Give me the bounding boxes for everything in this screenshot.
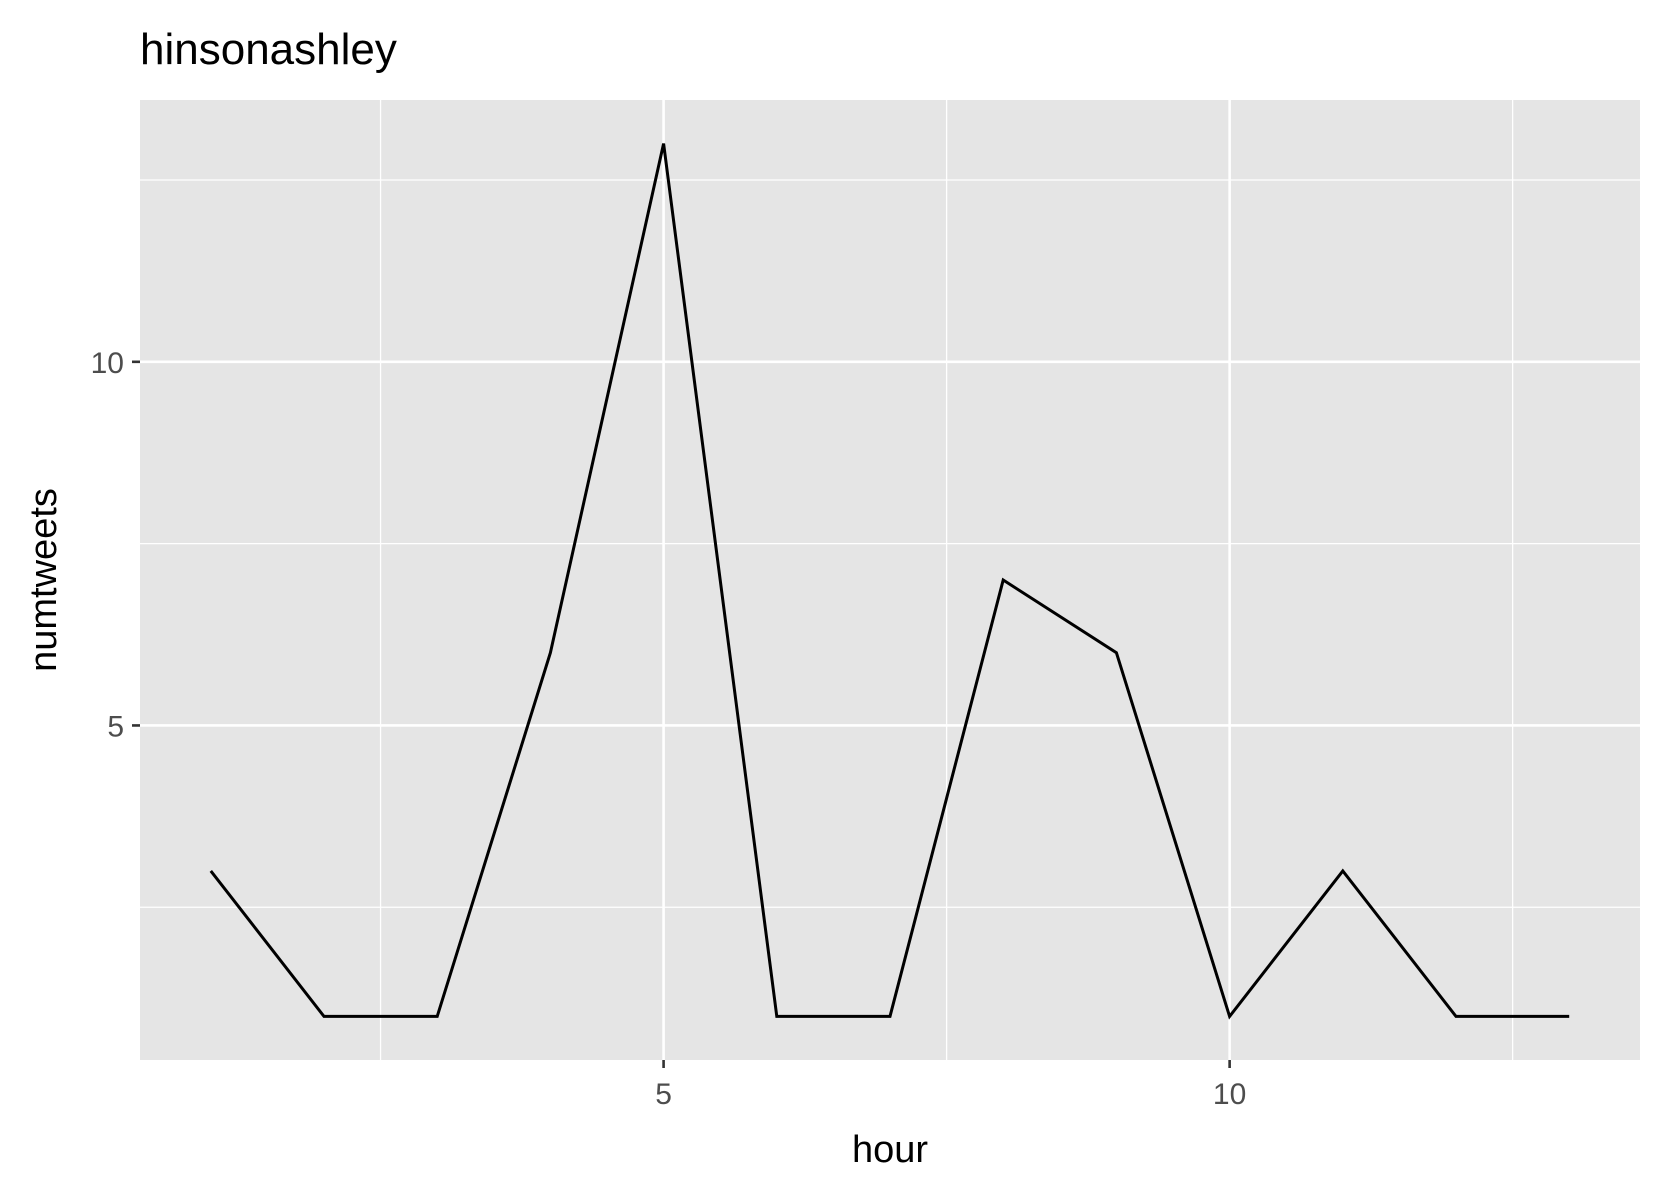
y-tick-label: 10 [91,347,124,380]
panel-background [140,100,1640,1060]
x-tick-label: 10 [1213,1078,1246,1111]
minor-gridlines [140,100,1640,1060]
series-layer [209,143,1570,1020]
y-tick-label: 5 [107,710,124,743]
major-gridlines [140,100,1640,1060]
axis-ticks [132,360,1231,1068]
x-tick-label: 5 [655,1078,672,1111]
chart-title: hinsonashley [140,25,397,74]
series-line [209,143,1570,1020]
y-axis-title: numtweets [23,488,65,672]
x-axis-title: hour [852,1129,928,1171]
tick-labels: 5 10 5 10 [91,347,1247,1111]
